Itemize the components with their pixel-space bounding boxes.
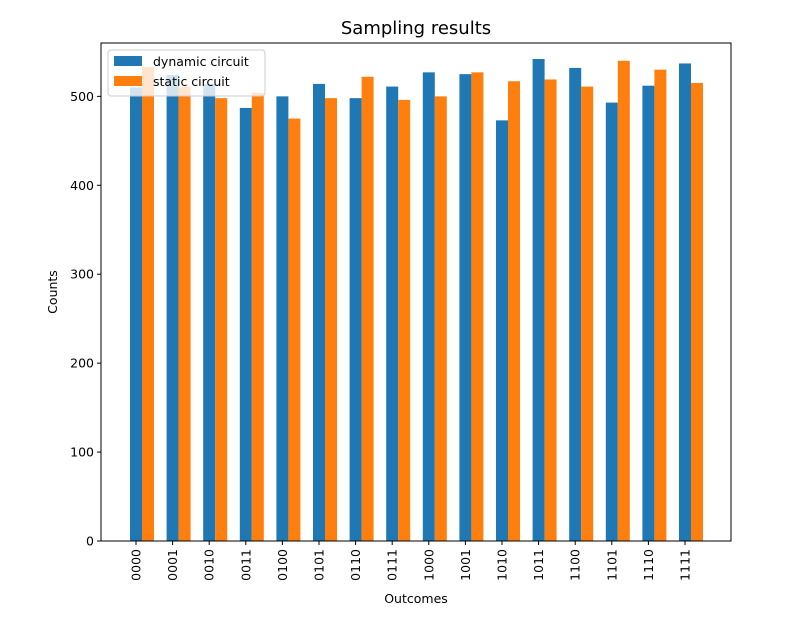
- y-axis: 0 100 200 300 400 500: [70, 89, 101, 549]
- y-axis-label: Counts: [45, 270, 60, 314]
- bar-dynamic-0110: [349, 98, 362, 541]
- bar-dynamic-1001: [459, 74, 472, 541]
- plot-frame: [100, 42, 732, 542]
- bar-dynamic-0001: [166, 75, 179, 541]
- bar-dynamic-1101: [605, 102, 618, 541]
- bar-static-0111: [398, 99, 411, 542]
- x-tick-label: 0010: [202, 549, 217, 581]
- x-tick-label: 0101: [312, 549, 327, 581]
- bar-static-1001: [471, 72, 484, 541]
- legend-label-static: static circuit: [153, 74, 230, 89]
- x-tick-label: 0001: [165, 549, 180, 581]
- bar-static-1010: [508, 81, 520, 541]
- bar-dynamic-1011: [532, 59, 545, 541]
- legend-swatch-static: [114, 76, 142, 86]
- bar-static-0101: [325, 98, 337, 541]
- x-tick-label: 1011: [531, 549, 546, 581]
- y-tick-label: 500: [70, 89, 94, 104]
- bars-group: [130, 59, 703, 542]
- x-tick-label: 0110: [348, 549, 363, 581]
- x-tick-label: 1000: [421, 549, 436, 581]
- legend-swatch-dynamic: [114, 56, 142, 66]
- y-tick-label: 200: [70, 356, 94, 371]
- x-tick-label: 0000: [129, 549, 144, 581]
- x-tick-label: 0011: [238, 549, 253, 581]
- x-tick-label: 1001: [458, 549, 473, 581]
- x-tick-label: 1101: [604, 549, 619, 581]
- bar-dynamic-1010: [496, 120, 508, 541]
- y-tick-label: 0: [86, 534, 94, 549]
- legend-box: [107, 49, 266, 97]
- bar-static-0100: [288, 118, 301, 541]
- bar-dynamic-1110: [642, 85, 655, 541]
- bar-dynamic-0000: [130, 87, 142, 541]
- chart-title: Sampling results: [341, 18, 491, 39]
- bar-dynamic-1100: [569, 67, 582, 542]
- x-tick-label: 1010: [495, 549, 510, 581]
- x-tick-label: 1110: [641, 549, 656, 581]
- x-axis: 0000 0001 0010 0011 0100 0101 0110 0111 1000 1001…: [129, 541, 693, 581]
- bar-static-1110: [654, 69, 667, 541]
- x-tick-label: 1111: [678, 549, 693, 581]
- bar-static-0001: [178, 86, 191, 541]
- y-tick-label: 100: [70, 445, 94, 460]
- bar-dynamic-0100: [276, 96, 289, 541]
- y-tick-label: 300: [70, 267, 94, 282]
- bar-dynamic-0101: [313, 83, 325, 542]
- x-axis-label: Outcomes: [384, 591, 448, 606]
- bar-static-0110: [361, 76, 374, 542]
- bar-static-0011: [251, 92, 264, 542]
- bar-static-1011: [544, 79, 557, 541]
- bar-static-1000: [434, 96, 447, 541]
- bar-dynamic-0111: [386, 86, 399, 541]
- bar-dynamic-1000: [422, 72, 435, 541]
- x-tick-label: 1100: [568, 549, 583, 581]
- y-tick-label: 400: [70, 178, 94, 193]
- bar-static-1100: [581, 86, 594, 541]
- bar-static-0010: [215, 98, 228, 541]
- legend: dynamic circuit static circuit: [107, 49, 266, 97]
- x-tick-label: 0100: [275, 549, 290, 581]
- bar-dynamic-1111: [679, 63, 691, 541]
- bar-static-1111: [691, 83, 703, 542]
- x-tick-label: 0111: [385, 549, 400, 581]
- bar-dynamic-0010: [203, 83, 216, 542]
- bar-static-1101: [617, 60, 630, 542]
- bar-static-0000: [142, 67, 154, 541]
- legend-label-dynamic: dynamic circuit: [153, 54, 249, 69]
- bar-dynamic-0011: [239, 107, 252, 542]
